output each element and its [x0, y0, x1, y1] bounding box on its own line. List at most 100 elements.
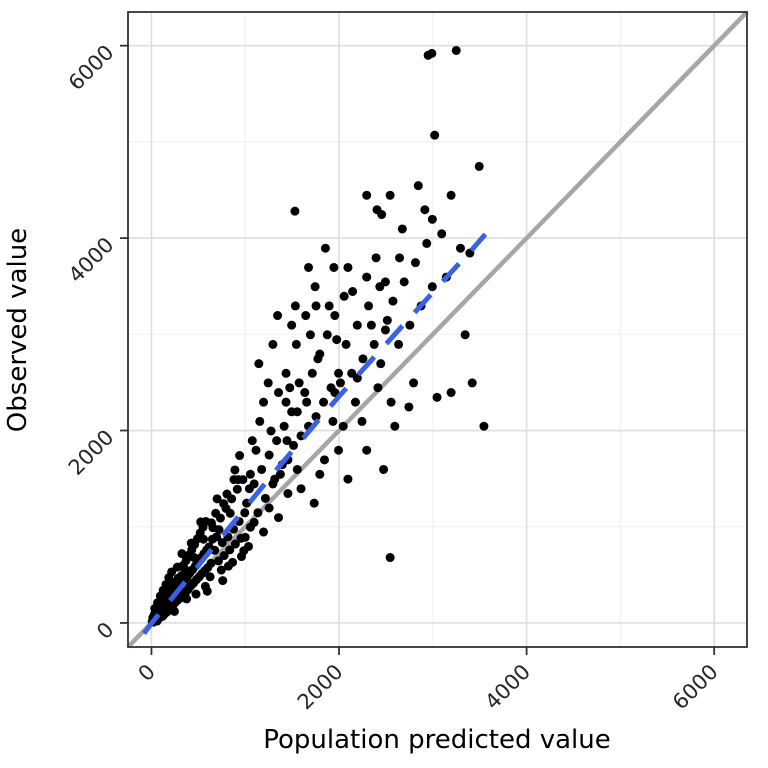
data-point	[338, 421, 348, 431]
data-point	[388, 296, 398, 306]
plot-layers: 0 2000 4000 6000 0 2000 4000 6000	[64, 10, 749, 715]
data-point	[322, 330, 332, 340]
data-point	[427, 214, 437, 224]
data-point	[169, 606, 179, 616]
data-point	[362, 445, 372, 455]
data-point	[310, 282, 320, 292]
data-point	[474, 161, 484, 171]
data-point	[264, 503, 274, 513]
data-point	[285, 383, 295, 393]
data-point	[230, 465, 240, 475]
data-point	[232, 484, 242, 494]
data-point	[343, 262, 353, 272]
data-point	[369, 339, 379, 349]
data-point	[292, 464, 302, 474]
data-point	[244, 541, 254, 551]
data-point	[177, 549, 187, 559]
data-point	[432, 392, 442, 402]
data-point	[446, 190, 456, 200]
data-point	[180, 564, 190, 574]
data-point	[274, 388, 284, 398]
data-point	[313, 354, 323, 364]
data-point	[446, 388, 456, 398]
data-point	[247, 436, 257, 446]
data-point	[385, 190, 395, 200]
data-point	[410, 258, 420, 268]
data-point	[422, 238, 432, 248]
data-point	[289, 440, 299, 450]
data-point	[460, 330, 470, 340]
data-point	[283, 489, 293, 499]
data-point	[274, 513, 284, 523]
data-point	[273, 311, 283, 321]
data-point	[218, 576, 228, 586]
data-point	[266, 426, 276, 436]
panel-border	[127, 11, 748, 648]
data-point	[386, 397, 396, 407]
data-point	[259, 397, 269, 407]
data-point	[211, 508, 221, 518]
data-point	[216, 565, 226, 575]
data-point	[257, 464, 267, 474]
data-point	[253, 508, 263, 518]
data-point	[334, 368, 344, 378]
data-point	[309, 498, 319, 508]
data-point	[249, 517, 259, 527]
data-point	[379, 464, 389, 474]
data-point	[371, 253, 381, 263]
x-tick-label: 0	[134, 660, 160, 686]
data-point	[420, 205, 430, 215]
x-tick-label: 6000	[668, 660, 723, 715]
data-point	[335, 378, 345, 388]
data-point	[397, 224, 407, 234]
data-point	[223, 561, 233, 571]
data-point	[451, 45, 461, 55]
data-point	[219, 551, 229, 561]
y-tick-label: 0	[92, 618, 118, 644]
data-point	[290, 206, 300, 216]
y-tick-label: 6000	[64, 40, 119, 95]
data-point	[399, 277, 409, 287]
data-point	[324, 301, 334, 311]
smooth-line	[141, 232, 488, 636]
data-point	[294, 378, 304, 388]
x-tick-label: 2000	[293, 660, 348, 715]
data-point	[268, 339, 278, 349]
data-point	[240, 532, 250, 542]
data-point	[330, 388, 340, 398]
data-point	[366, 320, 376, 330]
data-point	[212, 494, 222, 504]
data-point	[430, 130, 440, 140]
data-point	[364, 301, 374, 311]
data-point	[307, 368, 317, 378]
data-point	[291, 339, 301, 349]
data-point	[427, 282, 437, 292]
data-point	[304, 262, 314, 272]
data-point	[377, 210, 387, 220]
data-point	[301, 311, 311, 321]
data-point	[214, 556, 224, 566]
data-point	[437, 229, 447, 239]
y-axis-title: Observed value	[3, 228, 33, 432]
data-point	[189, 553, 199, 563]
data-point	[235, 451, 245, 461]
data-point	[282, 436, 292, 446]
data-point	[373, 383, 383, 393]
data-point	[206, 518, 216, 528]
data-point	[380, 277, 390, 287]
data-point	[260, 493, 270, 503]
data-point	[302, 397, 312, 407]
data-point	[362, 272, 372, 282]
data-point	[467, 378, 477, 388]
data-point	[305, 330, 315, 340]
data-point	[191, 589, 201, 599]
y-tick-label: 4000	[64, 233, 119, 288]
data-point	[329, 262, 339, 272]
x-tick-label: 4000	[480, 660, 535, 715]
data-point	[225, 545, 235, 555]
data-point	[196, 517, 206, 527]
data-point	[259, 527, 269, 537]
data-point	[270, 474, 280, 484]
data-point	[395, 253, 405, 263]
data-point	[279, 421, 289, 431]
